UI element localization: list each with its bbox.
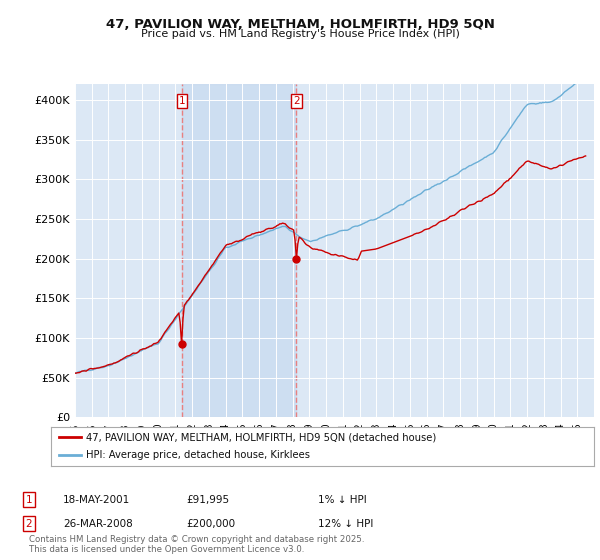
Text: 2: 2 bbox=[25, 519, 32, 529]
Text: 1% ↓ HPI: 1% ↓ HPI bbox=[318, 494, 367, 505]
Text: 18-MAY-2001: 18-MAY-2001 bbox=[63, 494, 130, 505]
Text: 1: 1 bbox=[25, 494, 32, 505]
Text: 1: 1 bbox=[179, 96, 185, 106]
Text: £91,995: £91,995 bbox=[186, 494, 229, 505]
Text: 12% ↓ HPI: 12% ↓ HPI bbox=[318, 519, 373, 529]
Text: 26-MAR-2008: 26-MAR-2008 bbox=[63, 519, 133, 529]
Text: HPI: Average price, detached house, Kirklees: HPI: Average price, detached house, Kirk… bbox=[86, 450, 310, 460]
Text: 47, PAVILION WAY, MELTHAM, HOLMFIRTH, HD9 5QN: 47, PAVILION WAY, MELTHAM, HOLMFIRTH, HD… bbox=[106, 18, 494, 31]
Text: Contains HM Land Registry data © Crown copyright and database right 2025.
This d: Contains HM Land Registry data © Crown c… bbox=[29, 535, 364, 554]
Text: Price paid vs. HM Land Registry's House Price Index (HPI): Price paid vs. HM Land Registry's House … bbox=[140, 29, 460, 39]
Text: 47, PAVILION WAY, MELTHAM, HOLMFIRTH, HD9 5QN (detached house): 47, PAVILION WAY, MELTHAM, HOLMFIRTH, HD… bbox=[86, 432, 437, 442]
Text: 2: 2 bbox=[293, 96, 300, 106]
Bar bbox=[182, 84, 296, 417]
Text: £200,000: £200,000 bbox=[186, 519, 235, 529]
